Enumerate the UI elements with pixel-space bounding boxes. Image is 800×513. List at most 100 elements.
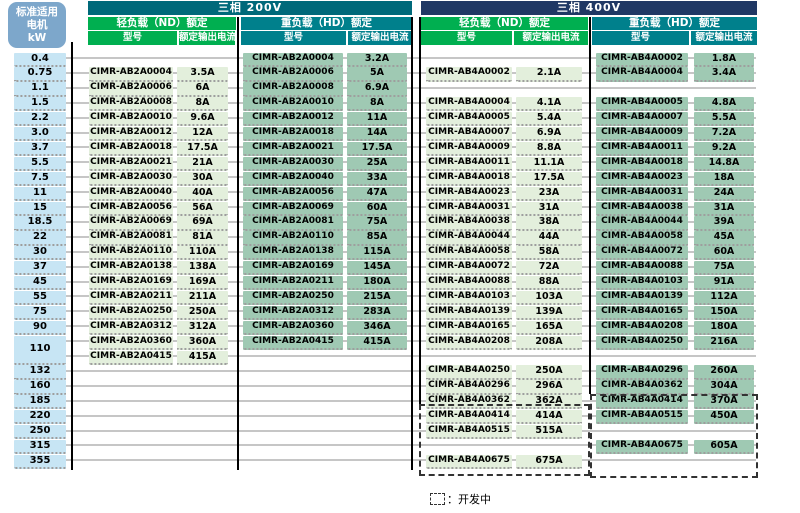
model-cell: CIMR-AB4A0044 [596,216,688,231]
colheader-200v-hd-model: 型号 [241,31,346,45]
current-cell: 9.6A [177,112,228,127]
model-cell: CIMR-AB4A0018 [596,156,688,172]
current-cell: 312A [177,320,228,335]
under-development-box-400v-hd [590,394,758,478]
model-cell: CIMR-AB2A0110 [89,246,173,261]
model-cell: CIMR-AB4A0675 [596,439,688,455]
kw-cell: 15 [14,201,66,216]
model-cell: CIMR-AB2A0010 [89,112,173,127]
kw-header-line3: kW [27,32,47,44]
model-cell: CIMR-AB4A0515 [426,425,512,440]
colheader-200v-hd-current: 额定输出电流 [348,31,412,45]
current-cell: 2.1A [516,67,582,82]
row-line [15,444,756,447]
kw-cell: 7.5 [14,171,66,186]
model-cell: CIMR-AB4A0031 [596,186,688,201]
current-cell: 6A [177,82,228,97]
model-cell: CIMR-AB4A0103 [596,276,688,291]
model-cell: CIMR-AB4A0072 [426,261,512,276]
model-cell: CIMR-AB2A0008 [89,97,173,112]
kw-cell: 11 [14,186,66,201]
model-cell: CIMR-AB4A0165 [596,305,688,321]
current-cell: 8.8A [516,141,582,157]
current-cell: 415A [347,335,407,350]
current-cell: 72A [516,261,582,276]
divider-400v-left [419,17,421,404]
model-cell: CIMR-AB4A0002 [596,52,688,67]
current-cell: 3.4A [694,67,754,82]
current-cell: 81A [177,231,228,246]
model-cell: CIMR-AB2A0040 [243,171,343,186]
current-cell: 3.5A [177,67,228,82]
current-cell: 31A [694,201,754,216]
kw-cell: 1.5 [14,97,66,112]
current-cell: 9.2A [694,141,754,157]
kw-cell: 55 [14,290,66,306]
current-cell: 11.1A [516,156,582,172]
current-cell: 75A [694,261,754,276]
model-cell: CIMR-AB4A0250 [596,335,688,350]
current-cell: 18A [694,171,754,186]
group-header-200v-hd: 重负载（HD）额定 [241,17,412,30]
model-cell: CIMR-AB2A0250 [243,290,343,306]
current-cell: 304A [694,380,754,395]
current-cell: 360A [177,335,228,350]
model-cell: CIMR-AB4A0208 [596,320,688,335]
model-cell: CIMR-AB4A0362 [596,380,688,395]
model-cell: CIMR-AB2A0110 [243,231,343,246]
model-cell: CIMR-AB2A0360 [89,335,173,350]
model-cell: CIMR-AB4A0004 [596,67,688,82]
colheader-200v-nd-model: 型号 [88,31,177,45]
model-cell: CIMR-AB2A0006 [89,82,173,97]
model-cell: CIMR-AB4A0007 [426,127,512,142]
current-cell: 208A [516,335,582,350]
current-cell: 283A [347,305,407,321]
model-cell: CIMR-AB2A0021 [89,156,173,172]
current-cell: 33A [347,171,407,186]
current-cell: 12A [177,127,228,142]
kw-cell: 0.75 [14,67,66,82]
model-cell: CIMR-AB4A0018 [426,171,512,186]
model-cell: CIMR-AB2A0360 [243,320,343,335]
current-cell: 180A [347,276,407,291]
current-cell: 675A [516,454,582,470]
current-cell: 211A [177,290,228,306]
divider-200v-right [411,17,413,470]
current-cell: 17.5A [516,171,582,186]
model-cell: CIMR-AB4A0088 [596,261,688,276]
legend-label: 开发中 [458,493,491,506]
current-cell: 44A [516,231,582,246]
current-cell: 139A [516,305,582,321]
model-cell: CIMR-AB4A0103 [426,290,512,306]
kw-cell: 3.7 [14,141,66,157]
model-cell: CIMR-AB4A0031 [426,201,512,216]
model-cell: CIMR-AB4A0023 [596,171,688,186]
current-cell: 4.1A [516,97,582,112]
kw-column-header: 标准适用 电机 kW [8,2,66,48]
section-title-200v: 三相 200V [88,1,412,15]
current-cell: 88A [516,276,582,291]
model-cell: CIMR-AB2A0006 [243,67,343,82]
current-cell: 7.2A [694,127,754,142]
current-cell: 75A [347,216,407,231]
model-cell: CIMR-AB2A0004 [243,52,343,67]
row-line [15,384,756,387]
current-cell: 370A [694,395,754,410]
current-cell: 216A [694,335,754,350]
current-cell: 165A [516,320,582,335]
current-cell: 415A [177,350,228,365]
model-cell: CIMR-AB2A0030 [89,171,173,186]
kw-cell: 1.1 [14,82,66,97]
current-cell: 21A [177,156,228,172]
current-cell: 69A [177,216,228,231]
model-cell: CIMR-AB2A0169 [243,261,343,276]
current-cell: 47A [347,186,407,201]
current-cell: 3.2A [347,52,407,67]
model-cell: CIMR-AB4A0011 [426,156,512,172]
current-cell: 17.5A [177,141,228,157]
current-cell: 45A [694,231,754,246]
kw-cell: 30 [14,246,66,261]
model-cell: CIMR-AB4A0296 [426,380,512,395]
current-cell: 145A [347,261,407,276]
